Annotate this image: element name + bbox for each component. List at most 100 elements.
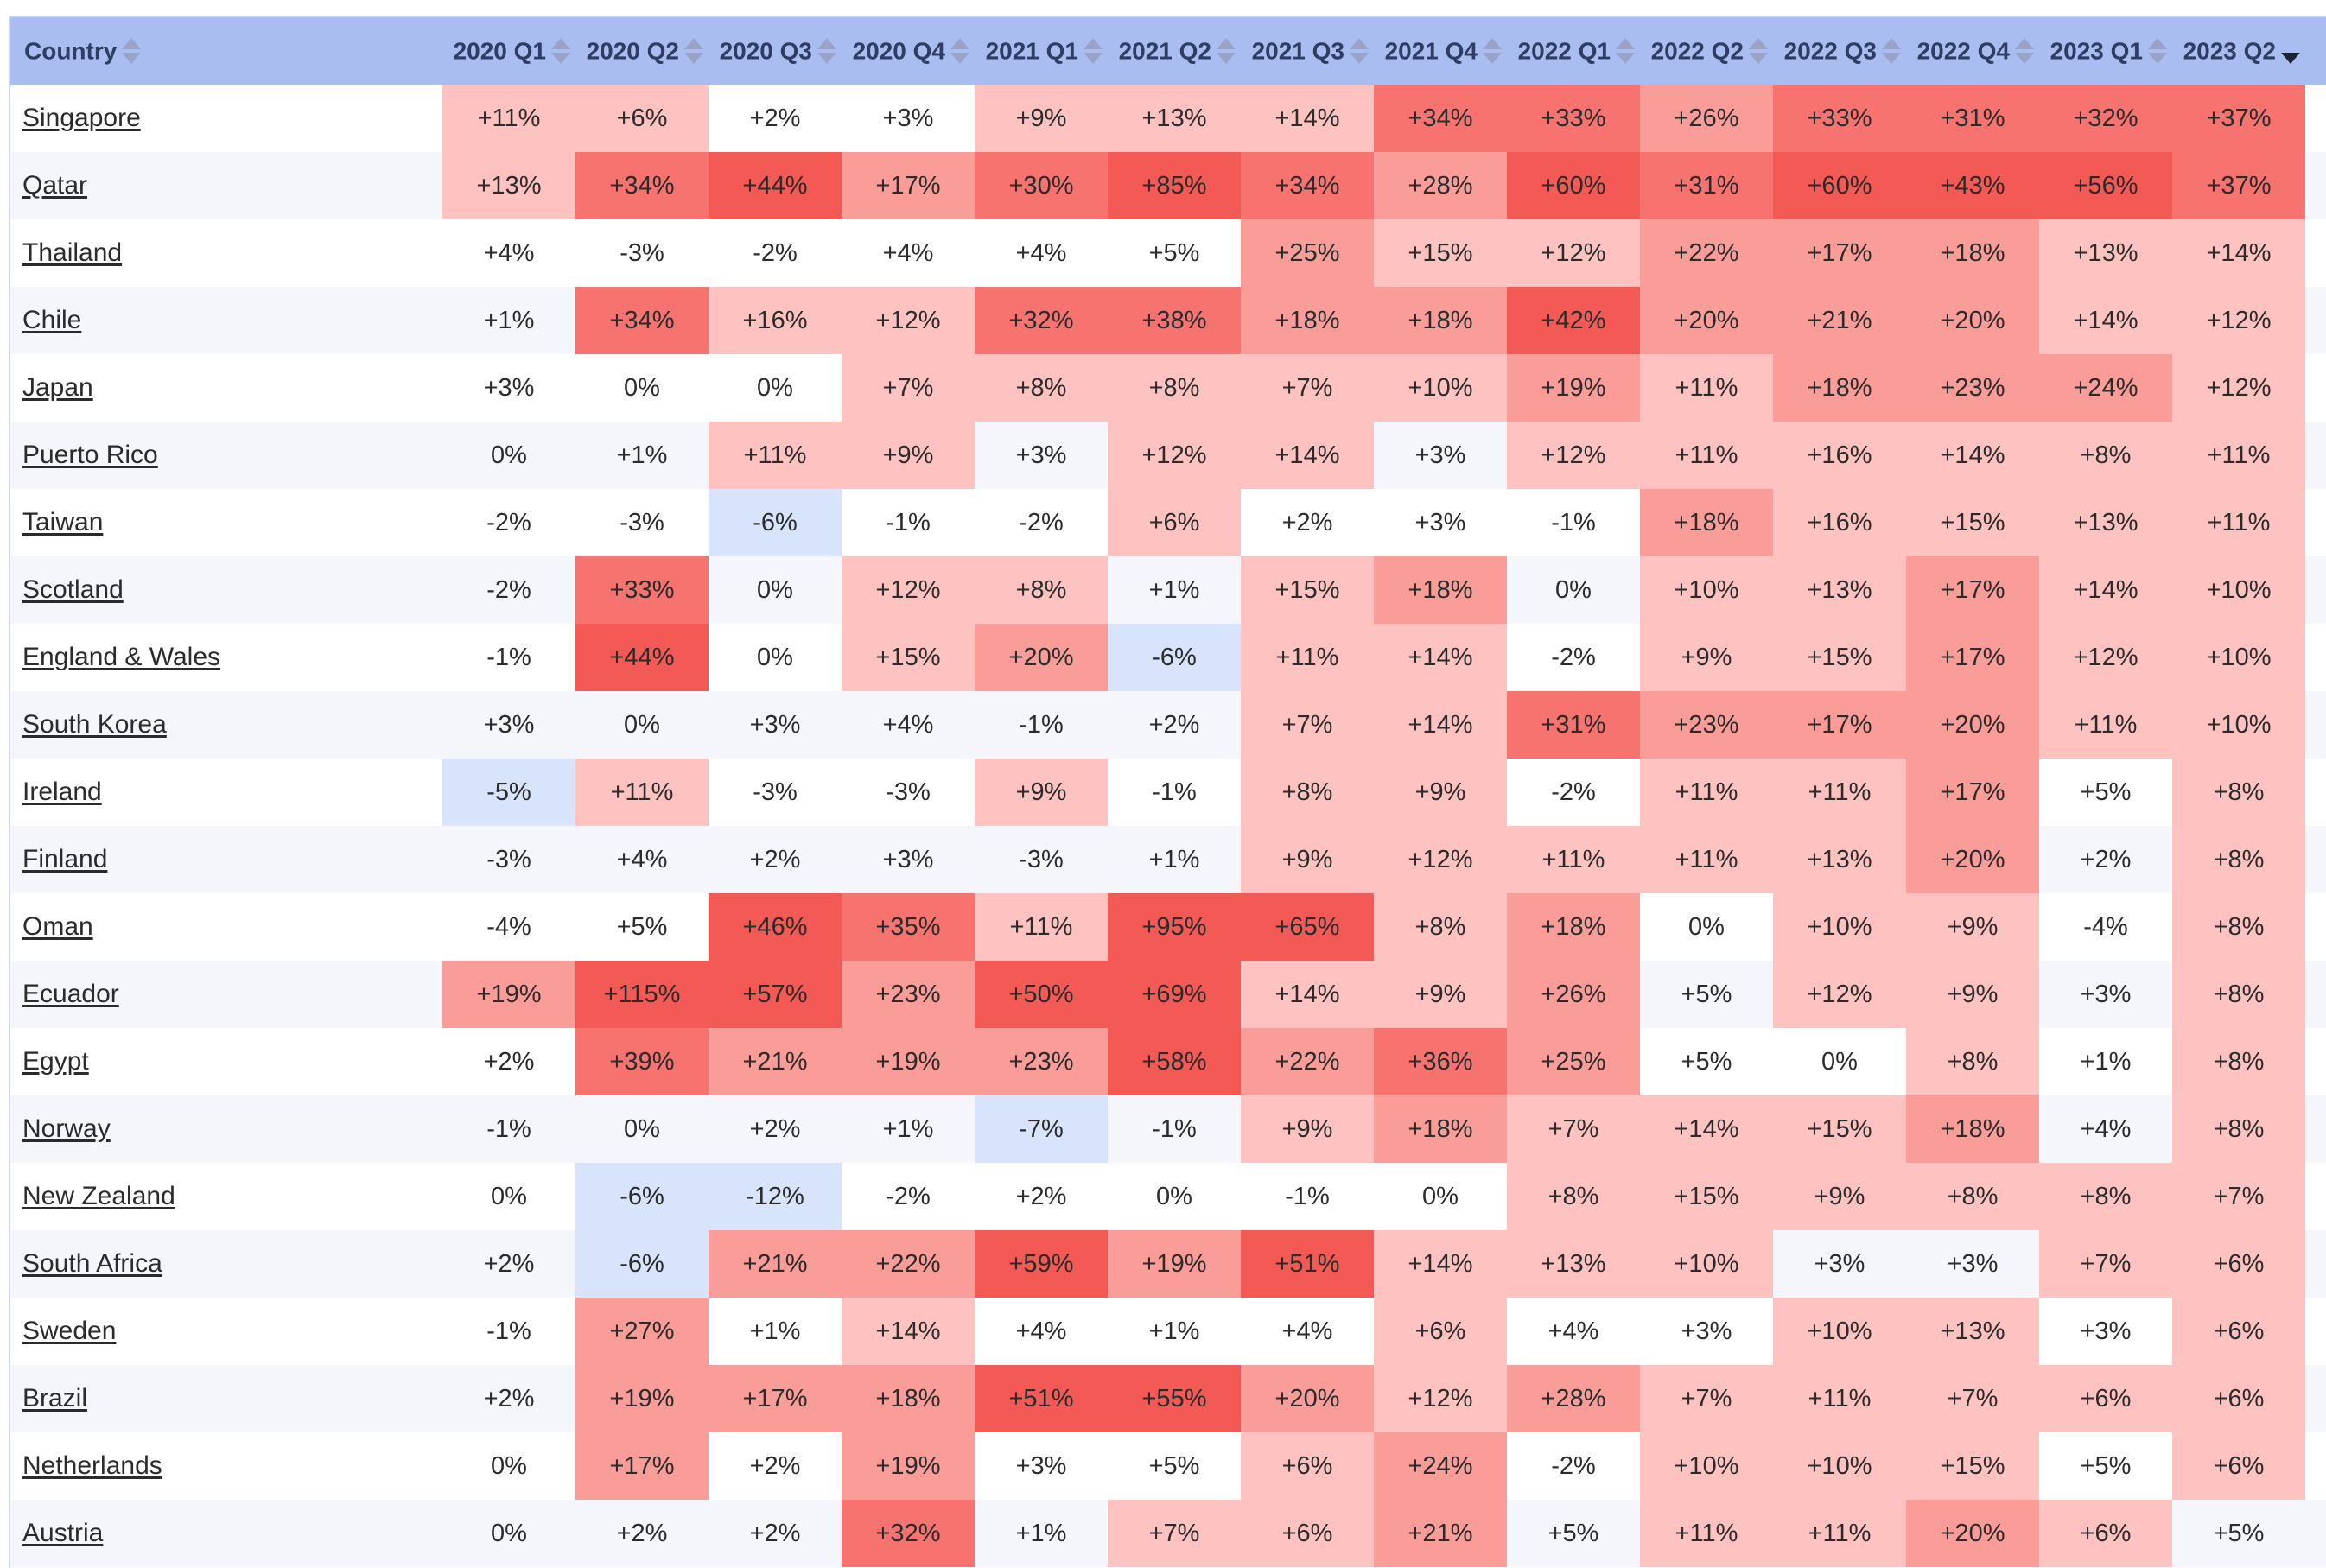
value-cell: +14% bbox=[1906, 422, 2039, 489]
column-header-2022-q3[interactable]: 2022 Q3 bbox=[1773, 17, 1906, 85]
sort-arrows-icon[interactable] bbox=[2148, 36, 2167, 66]
sort-arrows-icon[interactable] bbox=[684, 36, 703, 66]
value-cell: +14% bbox=[1640, 1095, 1773, 1163]
column-header-2021-q2[interactable]: 2021 Q2 bbox=[1108, 17, 1241, 85]
value-cell: +4% bbox=[575, 826, 709, 893]
country-link[interactable]: South Africa bbox=[22, 1249, 162, 1278]
country-link[interactable]: Scotland bbox=[22, 575, 124, 604]
column-header-2[interactable]: 2 bbox=[2305, 17, 2326, 85]
sort-arrows-icon[interactable] bbox=[2015, 36, 2034, 66]
sort-arrows-icon[interactable] bbox=[1483, 36, 1502, 66]
country-link[interactable]: Finland bbox=[22, 845, 108, 873]
value-cell: +21% bbox=[1374, 1500, 1507, 1567]
value-cell: +1% bbox=[842, 1095, 975, 1163]
column-header-2020-q3[interactable]: 2020 Q3 bbox=[709, 17, 842, 85]
column-header-country[interactable]: Country bbox=[10, 17, 442, 85]
value-cell: +9% bbox=[1374, 759, 1507, 826]
sort-arrows-icon[interactable] bbox=[1616, 36, 1635, 66]
column-header-2022-q1[interactable]: 2022 Q1 bbox=[1507, 17, 1640, 85]
column-header-2020-q4[interactable]: 2020 Q4 bbox=[842, 17, 975, 85]
sort-down-icon bbox=[1483, 53, 1502, 65]
country-link[interactable]: Austria bbox=[22, 1519, 104, 1547]
column-header-2023-q1[interactable]: 2023 Q1 bbox=[2039, 17, 2172, 85]
sort-arrows-icon[interactable] bbox=[122, 36, 142, 66]
column-header-2022-q2[interactable]: 2022 Q2 bbox=[1640, 17, 1773, 85]
value-cell: +1% bbox=[1108, 1298, 1241, 1365]
value-cell: +5% bbox=[2039, 759, 2172, 826]
value-cell: +3% bbox=[1374, 489, 1507, 556]
country-link[interactable]: Japan bbox=[22, 373, 93, 402]
sort-arrows-icon[interactable] bbox=[1749, 36, 1768, 66]
country-link[interactable]: Ecuador bbox=[22, 980, 119, 1008]
value-cell: +22% bbox=[842, 1230, 975, 1298]
column-header-2022-q4[interactable]: 2022 Q4 bbox=[1906, 17, 2039, 85]
column-header-2021-q3[interactable]: 2021 Q3 bbox=[1241, 17, 1374, 85]
sort-arrows-icon[interactable] bbox=[2281, 36, 2300, 66]
country-link[interactable]: Puerto Rico bbox=[22, 441, 158, 469]
sort-arrows-icon[interactable] bbox=[1882, 36, 1901, 66]
value-cell: +9% bbox=[1773, 1163, 1906, 1230]
column-header-2021-q4[interactable]: 2021 Q4 bbox=[1374, 17, 1507, 85]
value-cell: 0% bbox=[709, 354, 842, 422]
value-cell: +19% bbox=[442, 961, 575, 1028]
country-cell: Sweden bbox=[10, 1298, 442, 1365]
value-cell: +15% bbox=[1773, 1095, 1906, 1163]
column-header-2021-q1[interactable]: 2021 Q1 bbox=[975, 17, 1108, 85]
country-link[interactable]: Thailand bbox=[22, 238, 123, 267]
country-link[interactable]: Singapore bbox=[22, 104, 141, 132]
value-cell: +15% bbox=[1773, 624, 1906, 691]
country-link[interactable]: Qatar bbox=[22, 171, 88, 200]
country-link[interactable]: Taiwan bbox=[22, 508, 104, 536]
column-header-2023-q2[interactable]: 2023 Q2 bbox=[2172, 17, 2305, 85]
value-cell: -6% bbox=[575, 1163, 709, 1230]
country-link[interactable]: South Korea bbox=[22, 710, 167, 739]
country-link[interactable]: Brazil bbox=[22, 1384, 88, 1412]
value-cell: +12% bbox=[1507, 219, 1640, 287]
value-cell: -3% bbox=[575, 489, 709, 556]
value-cell: +19% bbox=[1108, 1230, 1241, 1298]
sort-arrows-icon[interactable] bbox=[551, 36, 570, 66]
value-cell: -2% bbox=[1507, 759, 1640, 826]
country-link[interactable]: Sweden bbox=[22, 1317, 117, 1345]
country-link[interactable]: Ireland bbox=[22, 778, 102, 806]
value-cell: +23% bbox=[842, 961, 975, 1028]
sort-arrows-icon[interactable] bbox=[1350, 36, 1369, 66]
sort-arrows-icon[interactable] bbox=[950, 36, 969, 66]
country-link[interactable]: Netherlands bbox=[22, 1451, 162, 1480]
value-cell: +8% bbox=[2172, 893, 2305, 961]
value-cell: +11% bbox=[2172, 489, 2305, 556]
country-link[interactable]: Egypt bbox=[22, 1047, 89, 1076]
value-cell: +16% bbox=[709, 287, 842, 354]
sort-arrows-icon[interactable] bbox=[1217, 36, 1236, 66]
country-link[interactable]: Norway bbox=[22, 1114, 111, 1143]
country-cell: Thailand bbox=[10, 219, 442, 287]
value-cell: +13% bbox=[1773, 826, 1906, 893]
country-link[interactable]: Chile bbox=[22, 306, 82, 334]
sort-arrows-icon[interactable] bbox=[817, 36, 836, 66]
column-header-2020-q2[interactable]: 2020 Q2 bbox=[575, 17, 709, 85]
sort-up-icon bbox=[684, 38, 703, 50]
value-cell: +5% bbox=[2039, 1432, 2172, 1500]
country-link[interactable]: New Zealand bbox=[22, 1182, 175, 1210]
value-cell: +5% bbox=[2172, 1500, 2305, 1567]
value-cell: +19% bbox=[842, 1432, 975, 1500]
value-cell: +3% bbox=[2039, 961, 2172, 1028]
value-cell: -4% bbox=[2039, 893, 2172, 961]
sort-up-icon bbox=[122, 38, 142, 50]
sort-arrows-icon[interactable] bbox=[1084, 36, 1103, 66]
column-header-label: 2021 Q3 bbox=[1251, 37, 1344, 65]
value-cell-clipped bbox=[2305, 1298, 2326, 1365]
sort-down-icon bbox=[1350, 53, 1369, 65]
country-link[interactable]: England & Wales bbox=[22, 643, 221, 671]
country-link[interactable]: Oman bbox=[22, 912, 93, 941]
column-header-2020-q1[interactable]: 2020 Q1 bbox=[442, 17, 575, 85]
value-cell: +14% bbox=[1241, 422, 1374, 489]
value-cell-clipped bbox=[2305, 287, 2326, 354]
sort-up-icon bbox=[1882, 38, 1901, 50]
value-cell: +11% bbox=[1640, 826, 1773, 893]
value-cell: -1% bbox=[442, 624, 575, 691]
value-cell: +27% bbox=[575, 1298, 709, 1365]
value-cell: -1% bbox=[1108, 759, 1241, 826]
value-cell: +1% bbox=[1108, 556, 1241, 624]
value-cell: +42% bbox=[1507, 287, 1640, 354]
